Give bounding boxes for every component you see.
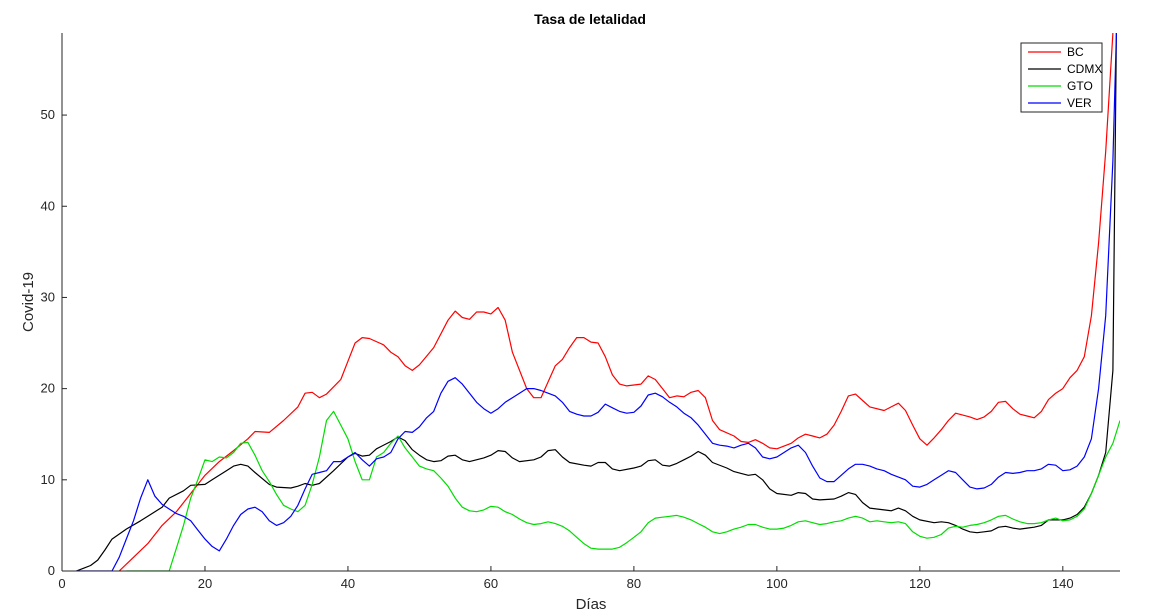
- series-line-gto: [126, 410, 1120, 571]
- x-tick-label: 40: [341, 576, 355, 591]
- x-tick-label: 80: [627, 576, 641, 591]
- legend-label-bc: BC: [1067, 45, 1084, 59]
- series-line-ver: [76, 33, 1117, 571]
- series-line-cdmx: [76, 33, 1117, 571]
- series-line-bc: [118, 33, 1114, 571]
- y-tick-label: 50: [41, 107, 55, 122]
- x-tick-label: 20: [198, 576, 212, 591]
- y-tick-label: 10: [41, 472, 55, 487]
- y-tick-label: 0: [48, 563, 55, 578]
- x-axis-label: Días: [576, 596, 607, 613]
- legend-label-gto: GTO: [1067, 79, 1093, 93]
- chart-title: Tasa de letalidad: [534, 11, 646, 27]
- legend-box: [1020, 42, 1103, 113]
- x-tick-label: 0: [58, 576, 65, 591]
- legend-label-ver: VER: [1067, 96, 1092, 110]
- legend-label-cdmx: CDMX: [1067, 62, 1102, 76]
- legend: BC CDMX GTO VER: [1020, 42, 1103, 113]
- axes-layer: [61, 33, 1120, 572]
- y-axis-label: Covid-19: [20, 272, 37, 332]
- x-tick-label: 100: [766, 576, 788, 591]
- y-tick-label: 30: [41, 289, 55, 304]
- x-tick-label: 120: [909, 576, 931, 591]
- x-tick-label: 60: [484, 576, 498, 591]
- series-layer: [76, 33, 1120, 571]
- y-tick-label: 40: [41, 198, 55, 213]
- y-tick-label: 20: [41, 381, 55, 396]
- ticks-layer: 0 20 40 60 80 100 120 140 0 10 20 30 40 50: [41, 107, 1074, 591]
- x-tick-label: 140: [1052, 576, 1074, 591]
